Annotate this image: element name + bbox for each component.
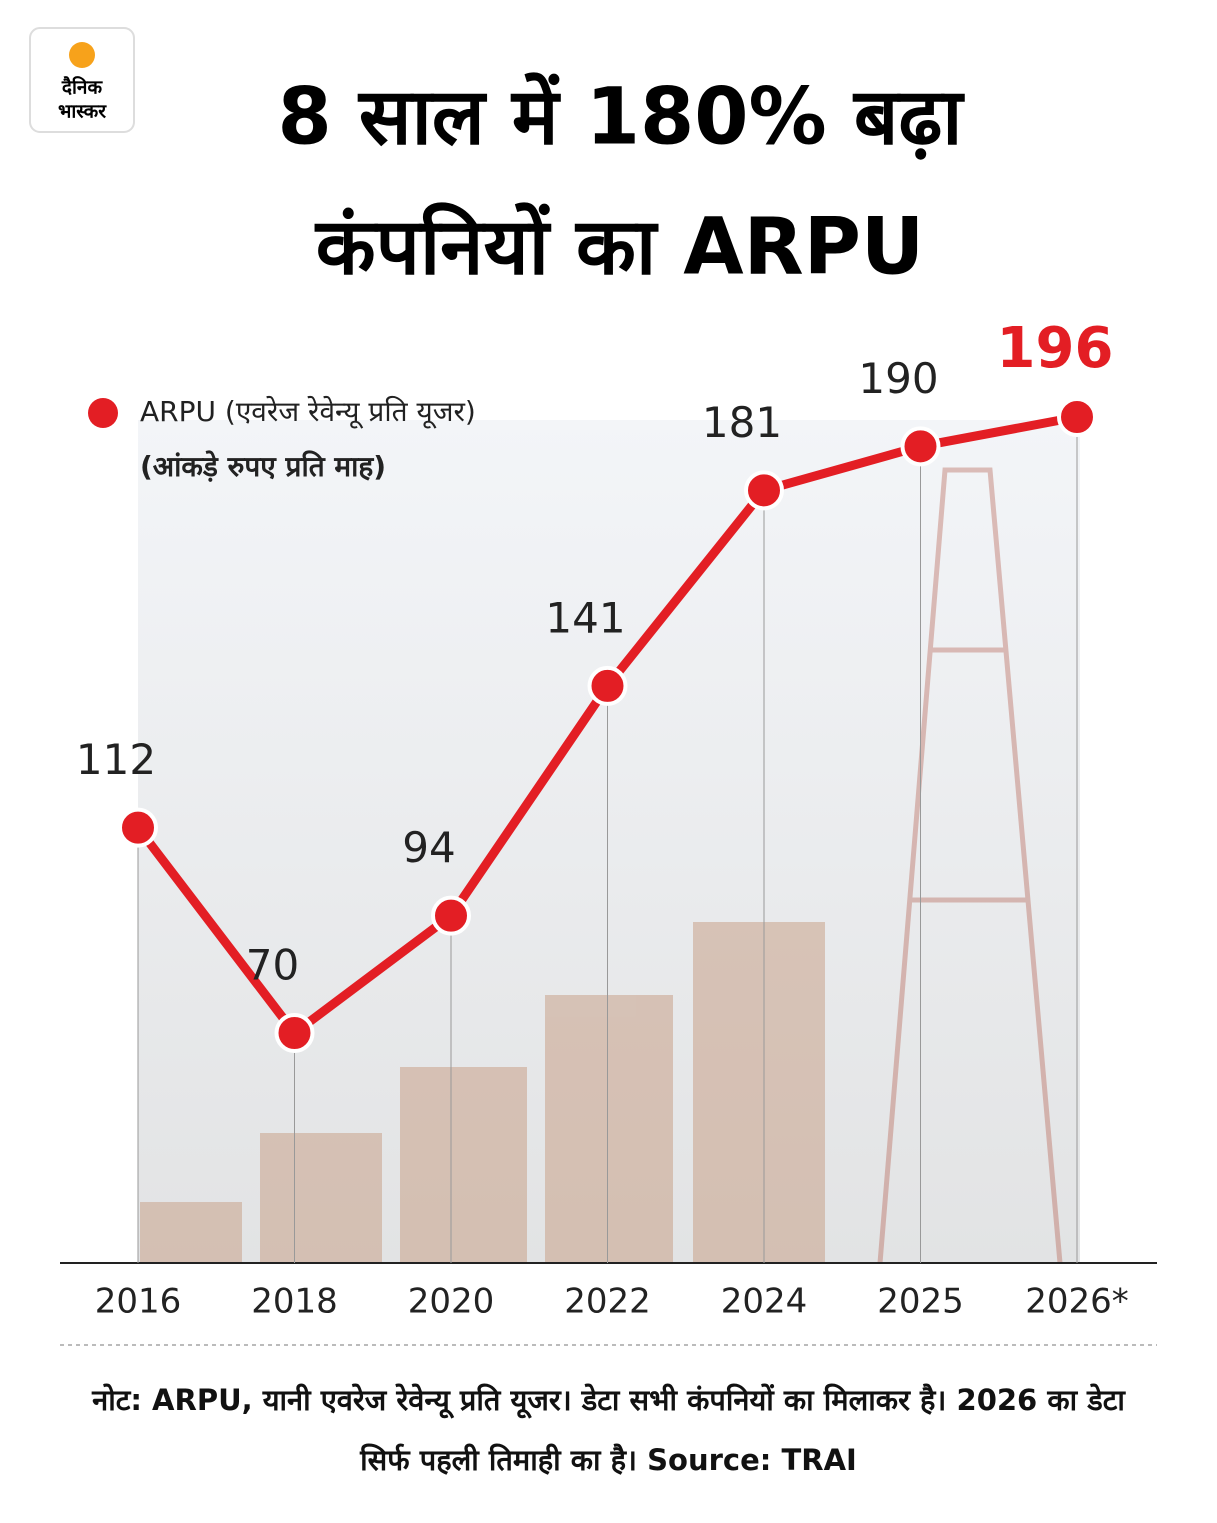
point <box>744 470 784 511</box>
data-label: 190 <box>858 354 938 403</box>
x-tick-label: 2018 <box>251 1282 338 1322</box>
point <box>274 1013 315 1053</box>
x-tick-label: 2026* <box>1025 1282 1129 1322</box>
data-label: 181 <box>702 398 782 447</box>
legend-marker <box>88 398 118 428</box>
point <box>1057 397 1097 437</box>
note: नोट: ARPU, यानी एवरेज रेवेन्यू प्रति यूज… <box>92 1383 1125 1477</box>
point <box>431 895 471 936</box>
tower <box>877 467 1063 1264</box>
data-label: 94 <box>402 823 455 872</box>
coin-stacks <box>140 922 825 1263</box>
data-label: 196 <box>997 316 1114 381</box>
chart-title: कंपनियों का ARPU <box>314 201 925 292</box>
data-label: 70 <box>246 941 299 990</box>
point <box>587 665 628 706</box>
x-tick-label: 2025 <box>877 1282 964 1322</box>
chart-title: 8 साल में 180% बढ़ा <box>278 71 966 162</box>
subtitle: (आंकड़े रुपए प्रति माह) <box>140 450 386 483</box>
logo-line: दैनिक <box>61 76 104 99</box>
x-tick-label: 2016 <box>95 1282 182 1322</box>
logo: दैनिक भास्कर <box>29 27 135 133</box>
x-tick-label: 2022 <box>564 1282 651 1322</box>
logo-line: भास्कर <box>58 101 107 123</box>
x-tick-label: 2024 <box>721 1282 808 1322</box>
data-label: 141 <box>545 593 625 642</box>
point <box>118 807 158 848</box>
legend-label: ARPU (एवरेज रेवेन्यू प्रति यूजर) <box>140 395 476 429</box>
data-label: 112 <box>76 735 156 784</box>
point <box>900 426 941 467</box>
x-tick-label: 2020 <box>408 1282 495 1322</box>
